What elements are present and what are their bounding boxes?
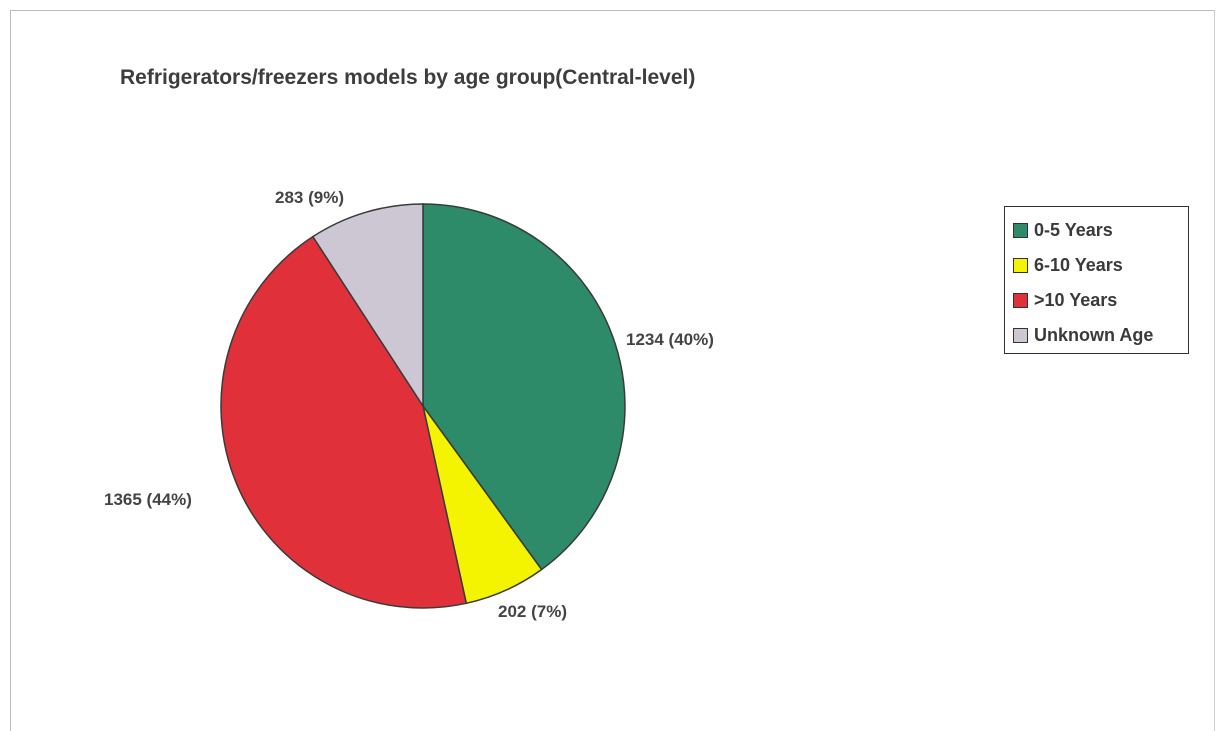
pie-slice-0-5-years [422, 203, 626, 571]
legend-label-over-10-years: >10 Years [1034, 290, 1118, 310]
legend-swatch-6-10-years [1013, 258, 1028, 273]
legend-item-over-10-years: >10 Years [1013, 283, 1188, 318]
legend-swatch-0-5-years [1013, 223, 1028, 238]
legend-swatch-unknown-age [1013, 328, 1028, 343]
data-label-0-5-years: 1234 (40%) [626, 330, 714, 349]
legend: 0-5 Years 6-10 Years >10 Years Unknown A… [1004, 206, 1189, 354]
legend-label-0-5-years: 0-5 Years [1034, 220, 1113, 240]
legend-label-unknown-age: Unknown Age [1034, 325, 1154, 345]
legend-swatch-over-10-years [1013, 293, 1028, 308]
pie-slice-unknown-age [311, 203, 424, 409]
data-label-over-10-years: 1365 (44%) [104, 490, 192, 509]
pie-slice-over-10-years [220, 235, 468, 609]
data-label-unknown-age: 283 (9%) [275, 188, 344, 207]
chart-title: Refrigerators/freezers models by age gro… [120, 66, 696, 89]
data-label-6-10-years: 202 (7%) [498, 602, 567, 621]
legend-item-unknown-age: Unknown Age [1013, 318, 1188, 353]
pie-slices [220, 203, 626, 609]
legend-item-6-10-years: 6-10 Years [1013, 248, 1188, 283]
legend-item-0-5-years: 0-5 Years [1013, 213, 1188, 248]
legend-label-6-10-years: 6-10 Years [1034, 255, 1123, 275]
